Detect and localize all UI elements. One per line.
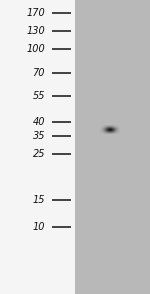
Text: 25: 25	[33, 149, 45, 159]
Text: 10: 10	[33, 222, 45, 232]
Text: 70: 70	[33, 68, 45, 78]
Text: 15: 15	[33, 195, 45, 205]
Text: 100: 100	[26, 44, 45, 54]
Bar	[75, 0, 150, 294]
Text: 35: 35	[33, 131, 45, 141]
Bar	[0, 0, 75, 294]
Text: 170: 170	[26, 8, 45, 18]
Text: 40: 40	[33, 117, 45, 127]
Text: 130: 130	[26, 26, 45, 36]
Text: 55: 55	[33, 91, 45, 101]
